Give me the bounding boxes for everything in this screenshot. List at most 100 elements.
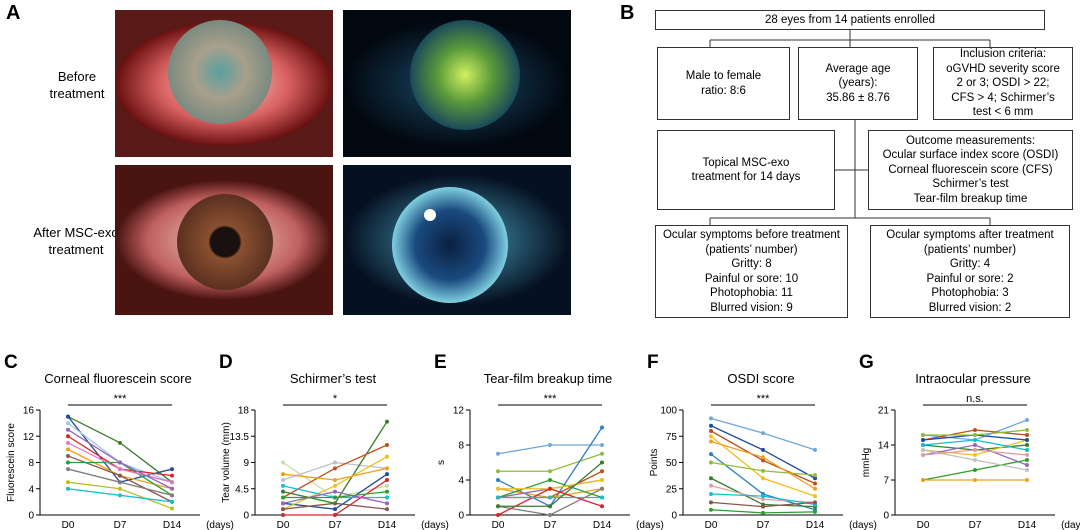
data-point	[281, 483, 285, 488]
y-axis-label: mmHg	[861, 448, 872, 477]
data-point	[496, 495, 500, 500]
x-unit: (days)	[1061, 520, 1080, 530]
data-point	[118, 486, 122, 491]
caption-line: After MSC-exo	[33, 225, 119, 240]
flow-box: Outcome measurements: Ocular surface inde…	[868, 130, 1073, 210]
box-line: Tear-film breakup time	[913, 192, 1028, 205]
data-point	[118, 467, 122, 472]
data-point	[813, 500, 817, 505]
data-point	[496, 478, 500, 482]
x-tick-label: D14	[593, 520, 612, 530]
data-point	[385, 483, 389, 488]
data-point	[813, 486, 817, 491]
y-tick-label: 16	[23, 406, 35, 417]
y-tick-label: 0	[671, 511, 677, 522]
data-point	[1025, 433, 1029, 437]
x-tick-label: D0	[277, 520, 290, 530]
panel-label: D	[219, 352, 233, 373]
x-tick-label: D7	[544, 520, 557, 530]
data-point	[761, 447, 765, 452]
data-point	[1025, 443, 1029, 447]
box-line: Corneal fluorescein score (CFS)	[888, 163, 1053, 176]
connectors	[709, 30, 991, 225]
y-tick-label: 13.5	[230, 432, 250, 443]
data-point	[921, 478, 925, 482]
chart-title: OSDI score	[727, 371, 794, 386]
data-point	[1025, 438, 1029, 442]
data-point	[333, 507, 337, 512]
panel-label: E	[434, 352, 447, 373]
photo	[343, 165, 571, 315]
data-point	[1025, 463, 1029, 467]
x-tick-label: D7	[114, 520, 127, 530]
box-line: 2 or 3; OSDI > 22;	[956, 77, 1050, 90]
data-point	[600, 425, 604, 430]
box-line: (patients’ number)	[923, 243, 1017, 256]
panel-label: G	[859, 352, 874, 373]
data-point	[118, 460, 122, 465]
x-tick-label: D0	[492, 520, 505, 530]
x-tick-label: D0	[705, 520, 718, 530]
data-point	[281, 495, 285, 500]
data-point	[973, 478, 977, 482]
flow-box: Male to female ratio: 8:6	[657, 47, 790, 120]
x-tick-label: D7	[969, 520, 982, 530]
data-point	[548, 443, 552, 447]
data-point	[973, 448, 977, 452]
box-line: ratio: 8:6	[701, 84, 746, 97]
flow-box: Average age (years): 35.86 ± 8.76	[798, 47, 918, 120]
data-point	[600, 504, 604, 509]
box-line: oGVHD severity score	[946, 62, 1060, 75]
box-line: Photophobia: 11	[710, 287, 793, 299]
y-tick-label: 0	[883, 511, 889, 522]
data-point	[709, 416, 713, 421]
data-point	[973, 438, 977, 442]
data-point	[761, 468, 765, 473]
data-point	[496, 513, 500, 517]
data-point	[385, 472, 389, 477]
data-point	[281, 478, 285, 482]
data-point	[1025, 453, 1029, 457]
photo-caption: After MSC-exo treatment	[16, 224, 136, 258]
series-line	[498, 462, 603, 507]
data-point	[385, 454, 389, 459]
data-point	[813, 509, 817, 514]
data-point	[118, 480, 122, 485]
y-tick-label: 50	[666, 458, 678, 469]
series-line	[498, 453, 603, 472]
data-point	[385, 489, 389, 494]
data-point	[973, 453, 977, 457]
y-tick-label: 14	[878, 441, 890, 452]
data-point	[709, 434, 713, 439]
data-point	[333, 495, 337, 500]
data-point	[921, 433, 925, 437]
data-point	[709, 483, 713, 488]
x-tick-label: D0	[917, 520, 930, 530]
data-point	[1025, 458, 1029, 462]
y-tick-label: 100	[660, 406, 677, 417]
flow-box: Ocular symptoms before treatment (patient…	[655, 225, 848, 318]
data-point	[333, 460, 337, 465]
significance-label: n.s.	[966, 393, 984, 405]
data-point	[385, 443, 389, 447]
data-point	[170, 467, 174, 472]
data-point	[281, 489, 285, 494]
data-point	[281, 507, 285, 512]
flow-box: Topical MSC-exo treatment for 14 days	[657, 130, 835, 210]
x-tick-label: D7	[329, 520, 342, 530]
box-line: Blurred vision: 2	[928, 301, 1012, 314]
data-point	[1025, 448, 1029, 452]
data-point	[170, 486, 174, 491]
data-point	[333, 489, 337, 494]
data-point	[761, 510, 765, 515]
data-point	[813, 476, 817, 481]
x-tick-label: D7	[757, 520, 770, 530]
data-point	[66, 480, 70, 485]
y-tick-label: 0	[28, 511, 34, 522]
data-point	[170, 480, 174, 485]
data-point	[170, 493, 174, 498]
data-point	[548, 513, 552, 517]
data-point	[170, 506, 174, 511]
x-tick-label: D14	[1018, 520, 1037, 530]
